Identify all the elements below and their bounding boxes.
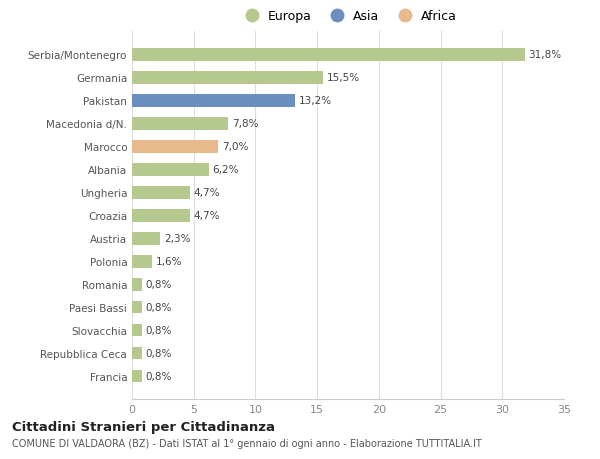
Bar	[132, 118, 228, 130]
Bar	[132, 255, 152, 268]
Text: 1,6%: 1,6%	[155, 257, 182, 267]
Text: 0,8%: 0,8%	[146, 302, 172, 313]
Text: 6,2%: 6,2%	[212, 165, 239, 175]
Bar	[132, 370, 142, 383]
Bar	[132, 301, 142, 314]
Bar	[132, 163, 209, 176]
Bar	[132, 209, 190, 222]
Bar	[132, 186, 190, 199]
Text: 4,7%: 4,7%	[194, 211, 220, 221]
Text: 15,5%: 15,5%	[327, 73, 360, 83]
Text: 4,7%: 4,7%	[194, 188, 220, 198]
Legend: Europa, Asia, Africa: Europa, Asia, Africa	[235, 6, 461, 28]
Text: 7,8%: 7,8%	[232, 119, 259, 129]
Text: 0,8%: 0,8%	[146, 280, 172, 290]
Bar	[132, 72, 323, 84]
Bar	[132, 324, 142, 337]
Bar	[132, 140, 218, 153]
Bar	[132, 347, 142, 360]
Text: 13,2%: 13,2%	[299, 96, 332, 106]
Bar	[132, 278, 142, 291]
Text: 0,8%: 0,8%	[146, 348, 172, 358]
Text: 0,8%: 0,8%	[146, 371, 172, 381]
Bar	[132, 95, 295, 107]
Text: COMUNE DI VALDAORA (BZ) - Dati ISTAT al 1° gennaio di ogni anno - Elaborazione T: COMUNE DI VALDAORA (BZ) - Dati ISTAT al …	[12, 438, 482, 448]
Text: 31,8%: 31,8%	[528, 50, 562, 60]
Text: 2,3%: 2,3%	[164, 234, 191, 244]
Bar	[132, 49, 524, 62]
Bar	[132, 232, 160, 245]
Text: 0,8%: 0,8%	[146, 325, 172, 336]
Text: 7,0%: 7,0%	[222, 142, 248, 152]
Text: Cittadini Stranieri per Cittadinanza: Cittadini Stranieri per Cittadinanza	[12, 420, 275, 433]
